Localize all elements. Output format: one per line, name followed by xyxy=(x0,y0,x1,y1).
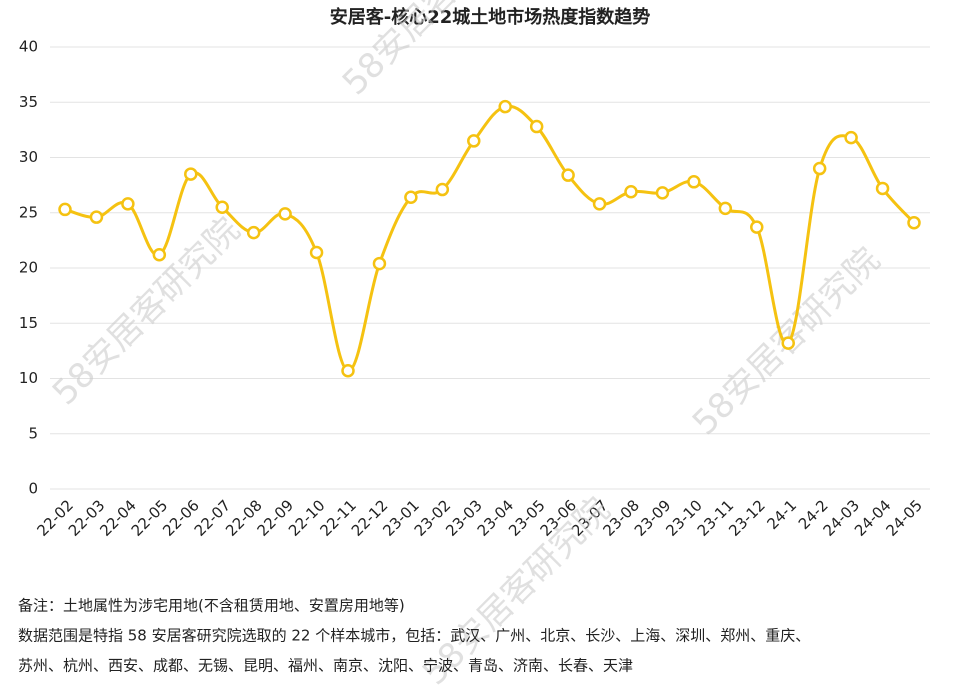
point xyxy=(592,197,607,211)
point xyxy=(844,130,858,145)
point xyxy=(529,119,544,134)
point xyxy=(435,182,450,197)
point xyxy=(718,201,733,216)
x-tick-label: 24-1 xyxy=(763,496,800,533)
y-tick-label: 15 xyxy=(19,314,38,332)
y-tick-label: 40 xyxy=(19,38,38,56)
note: 苏州、杭州、西安、成都、无锡、昆明、福州、南京、沈阳、宁波、青岛、济南、长春、天… xyxy=(18,657,633,675)
y-tick-label: 35 xyxy=(19,93,38,111)
point xyxy=(624,185,638,199)
point xyxy=(372,256,387,271)
y-tick-label: 5 xyxy=(28,424,38,442)
chart-title: 安居客-核心22城土地市场热度指数趋势 xyxy=(330,6,651,28)
point xyxy=(278,207,292,221)
point xyxy=(498,99,512,114)
y-tick-label: 30 xyxy=(19,148,38,166)
point xyxy=(152,247,167,262)
point xyxy=(184,167,198,181)
x-tick-label: 23-12 xyxy=(725,496,769,540)
point xyxy=(341,364,355,378)
x-tick-label: 24-05 xyxy=(882,496,926,540)
y-tick-label: 0 xyxy=(28,480,38,498)
point xyxy=(467,134,481,148)
point xyxy=(89,210,104,224)
point xyxy=(215,200,229,214)
point xyxy=(875,181,890,196)
y-tick-label: 25 xyxy=(19,203,38,221)
y-tick-label: 10 xyxy=(19,369,38,387)
y-tick-label: 20 xyxy=(19,259,38,277)
point xyxy=(750,220,764,234)
point xyxy=(58,202,72,217)
note: 数据范围是特指 58 安居客研究院选取的 22 个样本城市，包括：武汉、广州、北… xyxy=(18,627,810,645)
point xyxy=(781,336,795,350)
point xyxy=(561,168,575,182)
point xyxy=(246,225,261,240)
point xyxy=(812,161,827,176)
point xyxy=(404,190,418,205)
point xyxy=(655,186,670,200)
point xyxy=(309,245,324,260)
note: 备注：土地属性为涉宅用地(不含租赁用地、安置房用地等) xyxy=(18,597,405,615)
point xyxy=(907,215,921,230)
point xyxy=(121,197,135,211)
point xyxy=(687,175,701,189)
